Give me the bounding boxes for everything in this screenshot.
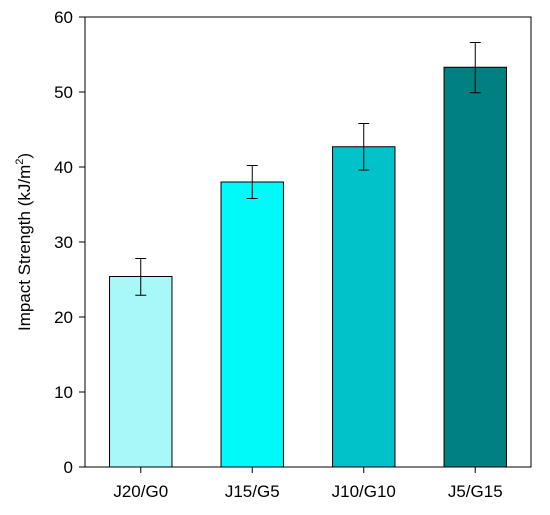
bar — [220, 181, 284, 468]
y-tick-label: 30 — [54, 233, 73, 252]
x-tick-label: J10/G10 — [332, 482, 396, 501]
y-axis-title-superscript: 2 — [14, 159, 26, 165]
x-tick-label: J15/G5 — [225, 482, 280, 501]
y-axis-title-close: ) — [15, 153, 34, 159]
y-tick-label: 20 — [54, 308, 73, 327]
y-tick-label: 50 — [54, 83, 73, 102]
bar — [109, 276, 173, 468]
x-tick-label: J5/G15 — [448, 482, 503, 501]
plot-area: 0 10 20 30 40 50 60 J20/G0 J15/G5 J10/G10 J5/G15 — [54, 8, 532, 501]
y-tick-label: 40 — [54, 158, 73, 177]
y-axis-title-main: Impact Strength (kJ/m — [15, 165, 34, 331]
y-tick-label: 0 — [64, 458, 73, 477]
y-tick-label: 10 — [54, 383, 73, 402]
bar — [443, 66, 507, 468]
x-tick-label: J20/G0 — [113, 482, 168, 501]
bar — [332, 146, 396, 468]
y-axis-title: Impact Strength (kJ/m2) — [14, 153, 34, 331]
y-tick-label: 60 — [54, 8, 73, 27]
